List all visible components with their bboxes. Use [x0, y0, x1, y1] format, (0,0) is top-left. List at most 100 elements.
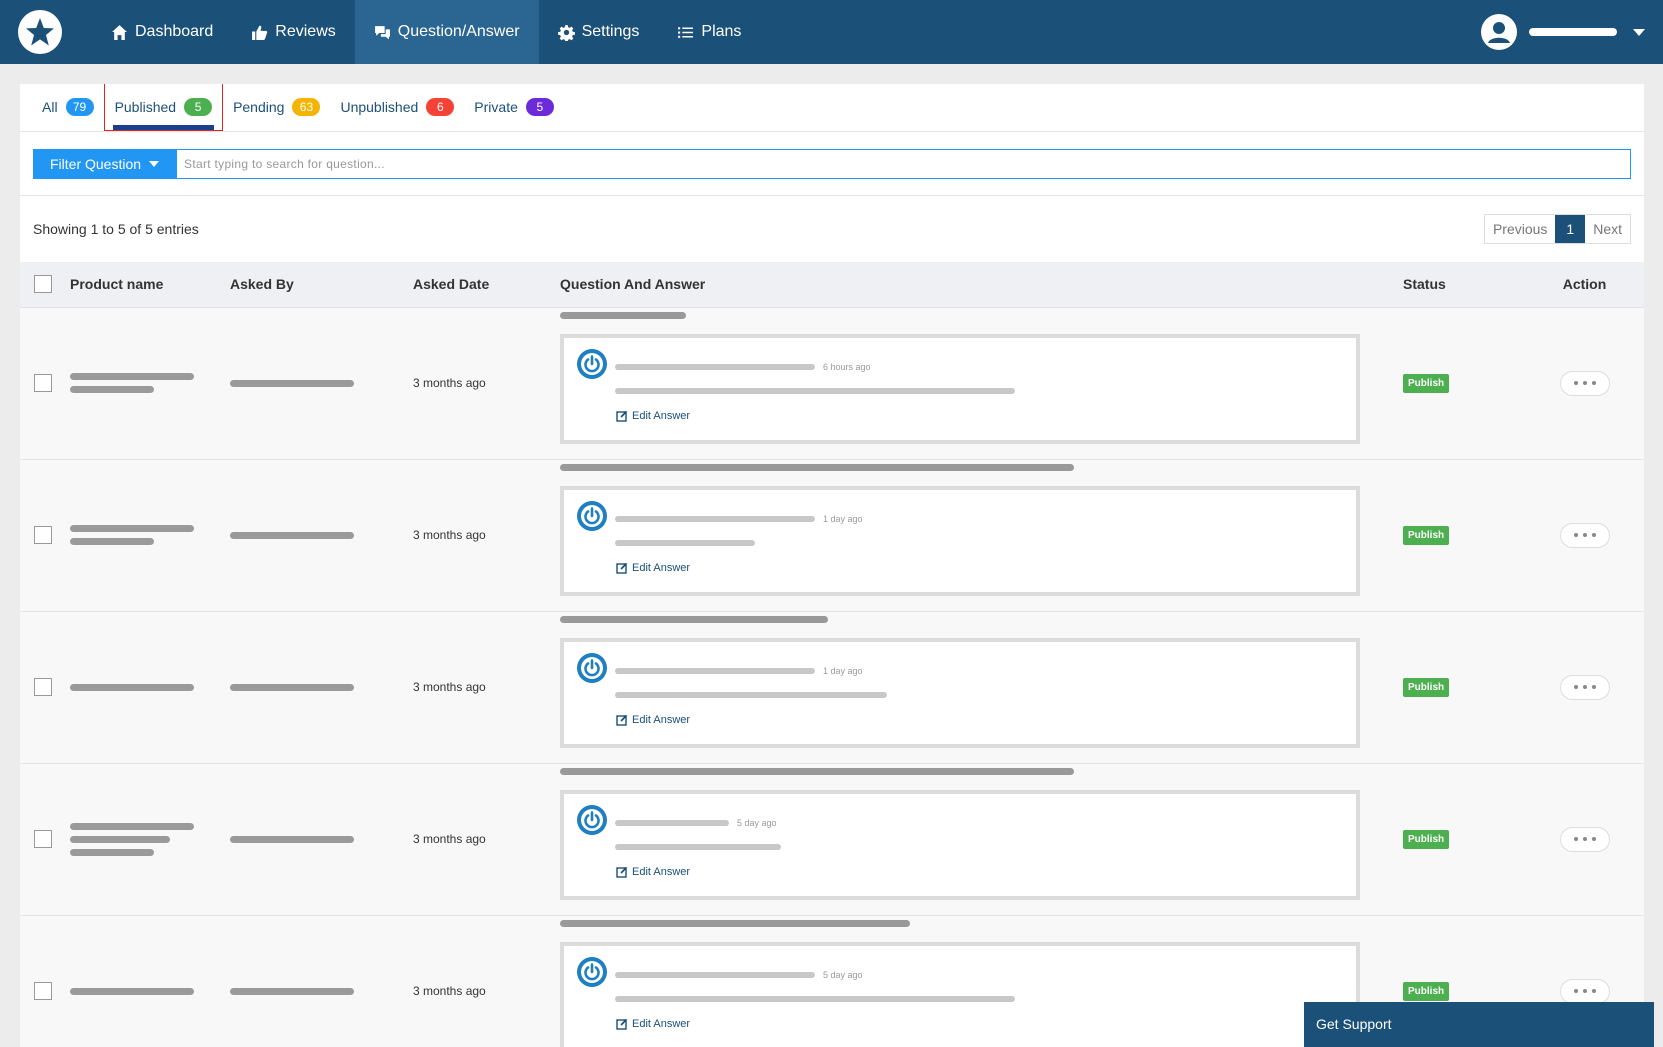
col-product-name[interactable]: Product name [70, 276, 164, 293]
tab-private-count: 5 [525, 98, 554, 116]
edit-icon [616, 562, 628, 574]
power-icon [577, 805, 607, 835]
top-navbar: Dashboard Reviews Question/Answer Settin… [0, 0, 1663, 64]
edit-icon [616, 866, 628, 878]
question-text-redacted [560, 464, 1074, 471]
tab-published-label: Published [114, 99, 177, 115]
tab-private[interactable]: Private 5 [464, 84, 564, 131]
edit-answer-label: Edit Answer [632, 714, 691, 726]
question-text-redacted [560, 616, 828, 623]
power-icon [577, 957, 607, 988]
asked-by-redacted [230, 459, 413, 611]
asked-by-redacted [230, 763, 413, 915]
nav-settings-label: Settings [581, 23, 640, 40]
app-logo[interactable] [0, 0, 80, 64]
answer-box: 1 day ago Edit Answer [560, 638, 1360, 748]
row-checkbox[interactable] [34, 678, 52, 696]
row-checkbox[interactable] [34, 982, 52, 1001]
chevron-down-icon[interactable] [1633, 28, 1645, 36]
answer-box: 5 day ago Edit Answer [560, 942, 1360, 1047]
col-asked-date[interactable]: Asked Date [413, 276, 490, 293]
tab-published[interactable]: Published 5 [103, 84, 224, 131]
answer-time: 5 day ago [823, 970, 863, 981]
table-row: 3 months ago 5 day ago Edit Answer Publi… [20, 763, 1644, 915]
tab-all-label: All [42, 99, 58, 115]
tab-private-label: Private [474, 99, 518, 115]
list-icon [678, 26, 694, 38]
asked-date: 3 months ago [413, 832, 486, 846]
power-icon [577, 653, 607, 683]
edit-icon [616, 1019, 628, 1030]
status-badge: Publish [1403, 677, 1450, 697]
nav-plans-label: Plans [701, 23, 742, 40]
thumbs-up-icon [252, 25, 268, 40]
get-support-button[interactable]: Get Support [1304, 1002, 1654, 1047]
tab-all-count: 79 [65, 98, 94, 116]
product-name-redacted [70, 763, 230, 915]
table-row: 3 months ago 1 day ago Edit Answer Publi… [20, 459, 1644, 611]
edit-answer-link[interactable]: Edit Answer [616, 410, 690, 422]
edit-answer-link[interactable]: Edit Answer [616, 1018, 690, 1030]
select-all-checkbox[interactable] [34, 275, 52, 294]
nav-settings[interactable]: Settings [539, 0, 659, 64]
answer-time: 6 hours ago [823, 362, 871, 372]
edit-answer-link[interactable]: Edit Answer [616, 714, 690, 726]
edit-icon [616, 714, 628, 726]
nav-question-answer-label: Question/Answer [397, 23, 520, 40]
asked-date: 3 months ago [413, 528, 486, 542]
nav-question-answer[interactable]: Question/Answer [354, 0, 539, 64]
tab-unpublished-count: 6 [426, 98, 455, 116]
qa-table: Product name Asked By Asked Date Questio… [20, 262, 1644, 1047]
pagination-next[interactable]: Next [1593, 221, 1622, 237]
tab-pending-label: Pending [233, 99, 285, 115]
tab-pending[interactable]: Pending 63 [223, 84, 330, 131]
power-icon [577, 501, 607, 531]
status-badge: Publish [1403, 525, 1450, 545]
table-row: 3 months ago 1 day ago Edit Answer Publi… [20, 611, 1644, 763]
search-row: Filter Question [20, 132, 1644, 196]
tab-all[interactable]: All 79 [32, 84, 104, 131]
tab-unpublished[interactable]: Unpublished 6 [330, 84, 464, 131]
avatar[interactable] [1481, 14, 1517, 50]
tab-published-count: 5 [184, 98, 213, 116]
edit-answer-link[interactable]: Edit Answer [616, 866, 690, 878]
home-icon [112, 24, 127, 40]
question-search-input[interactable] [176, 148, 1631, 179]
table-header-row: Product name Asked By Asked Date Questio… [20, 262, 1644, 307]
pagination-page-current[interactable]: 1 [1555, 215, 1586, 243]
nav-dashboard[interactable]: Dashboard [92, 0, 232, 64]
edit-icon [616, 410, 628, 422]
row-checkbox[interactable] [34, 526, 52, 544]
col-asked-by[interactable]: Asked By [230, 276, 294, 293]
status-tabs: All 79 Published 5 Pending 63 Unpublishe… [20, 84, 1644, 132]
star-logo-icon [26, 18, 54, 46]
entries-count-text: Showing 1 to 5 of 5 entries [33, 221, 199, 237]
user-menu[interactable] [1481, 0, 1645, 64]
filter-question-button[interactable]: Filter Question [33, 148, 177, 179]
col-action: Action [1562, 276, 1607, 293]
table-row: 3 months ago 6 hours ago Edit Answer Pub… [20, 307, 1644, 459]
answer-box: 5 day ago Edit Answer [560, 790, 1360, 900]
nav-plans[interactable]: Plans [658, 0, 760, 64]
status-badge: Publish [1403, 373, 1450, 393]
user-icon [1488, 22, 1510, 43]
pagination-previous[interactable]: Previous [1492, 221, 1548, 237]
row-action-menu-button[interactable] [1559, 522, 1610, 548]
product-name-redacted [70, 459, 230, 611]
row-action-menu-button[interactable] [1559, 978, 1610, 1004]
chat-bubbles-icon [374, 25, 390, 39]
answer-time: 5 day ago [737, 818, 777, 828]
filter-question-label: Filter Question [50, 155, 142, 172]
product-name-redacted [70, 611, 230, 763]
row-checkbox[interactable] [34, 374, 52, 392]
pagination: Previous 1 Next [1483, 214, 1631, 244]
row-action-menu-button[interactable] [1559, 674, 1610, 700]
asked-by-redacted [230, 307, 413, 459]
answer-time: 1 day ago [823, 514, 863, 524]
row-action-menu-button[interactable] [1559, 370, 1610, 396]
row-action-menu-button[interactable] [1559, 826, 1610, 852]
edit-answer-link[interactable]: Edit Answer [616, 562, 690, 574]
nav-reviews[interactable]: Reviews [232, 0, 354, 64]
row-checkbox[interactable] [34, 830, 52, 848]
nav-reviews-label: Reviews [275, 23, 336, 40]
